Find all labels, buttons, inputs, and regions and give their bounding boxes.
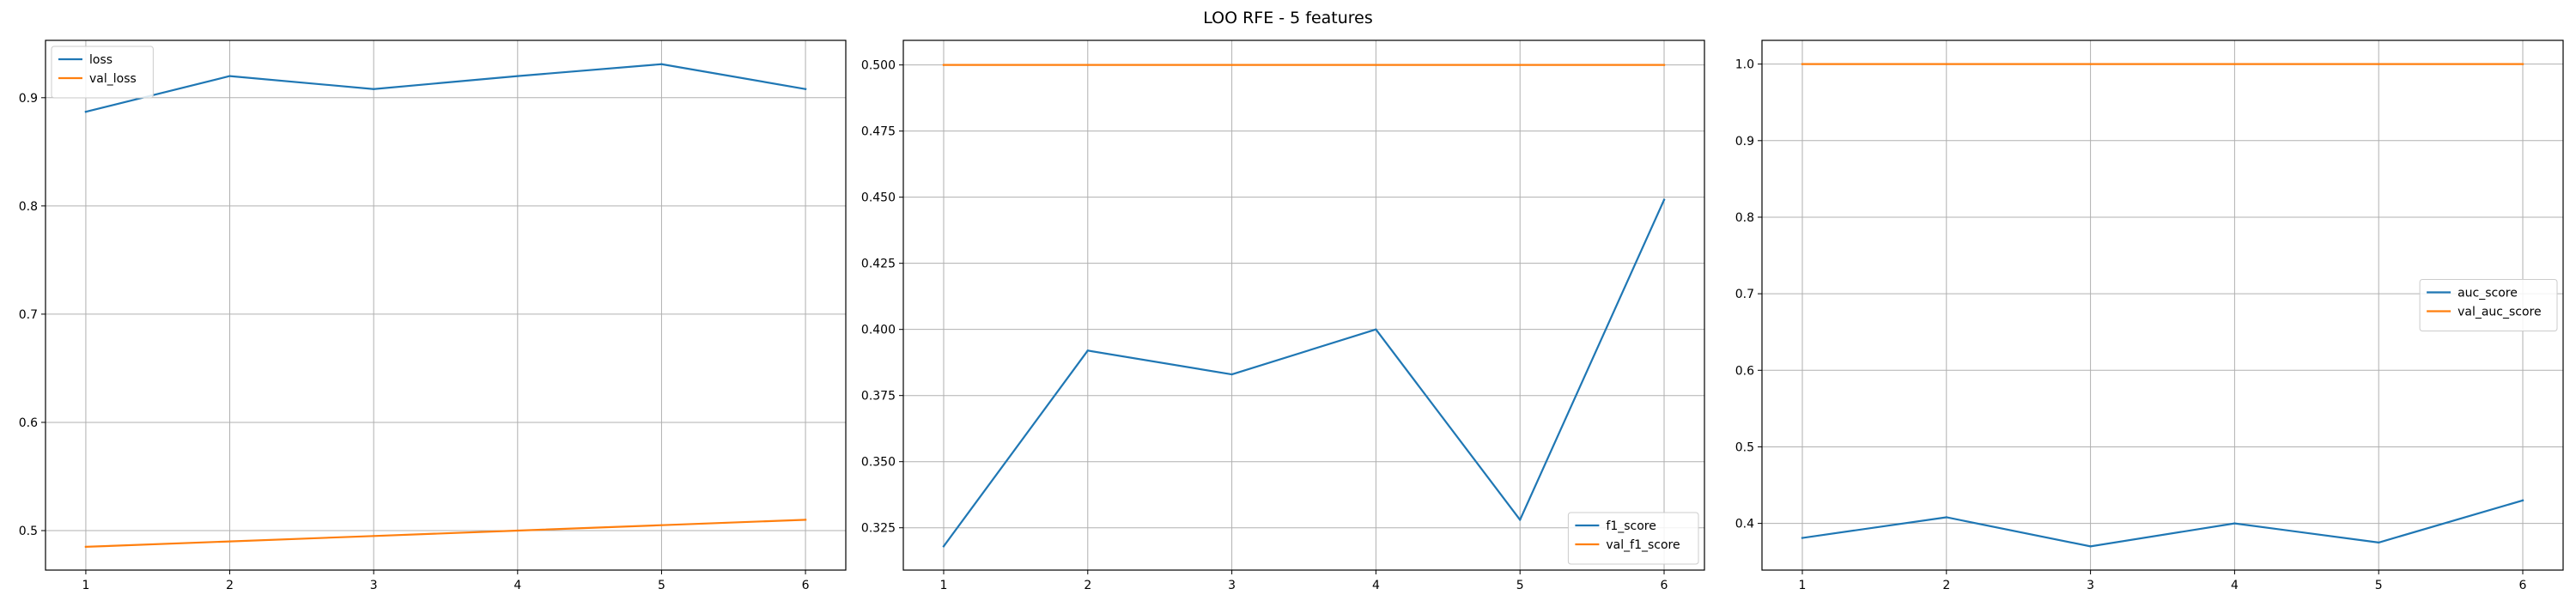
axes-frame <box>45 39 847 571</box>
data-point-f1-score <box>1375 328 1377 331</box>
legend: auc_score val_auc_score <box>2419 279 2558 331</box>
legend-label: val_f1_score <box>1606 538 1680 552</box>
series-line-auc-score <box>1801 499 2524 548</box>
data-point-val-auc-score <box>2233 63 2236 65</box>
data-point-f1-score <box>1519 519 1522 521</box>
data-point-val-f1-score <box>942 64 945 66</box>
y-tick-label: 1.0 <box>1735 58 1754 72</box>
data-point-val-f1-score <box>1375 64 1377 66</box>
y-tick-label: 0.375 <box>861 390 896 404</box>
x-tick-label: 6 <box>2519 579 2527 592</box>
x-tick-label: 6 <box>802 579 810 592</box>
legend-label: val_auc_score <box>2458 306 2542 319</box>
y-tick-label: 0.7 <box>1735 288 1754 301</box>
data-point-auc-score <box>1801 537 1804 539</box>
x-tick-label: 4 <box>2231 579 2239 592</box>
x-tick-label: 1 <box>940 579 948 592</box>
legend: loss val_loss <box>51 46 154 99</box>
x-tick-label: 6 <box>1661 579 1668 592</box>
data-point-val-f1-score <box>1519 64 1522 66</box>
data-point-auc-score <box>1945 516 1947 519</box>
data-point-auc-score <box>2521 499 2524 502</box>
y-tick-label: 0.5 <box>19 525 38 538</box>
data-point-f1-score <box>1662 198 1666 201</box>
legend-box <box>2419 279 2558 331</box>
y-tick-label: 0.9 <box>19 92 38 106</box>
x-tick-label: 3 <box>2087 579 2094 592</box>
x-tick-label: 1 <box>1799 579 1807 592</box>
y-tick-label: 0.6 <box>1735 364 1754 378</box>
data-point-val-auc-score <box>2378 63 2380 65</box>
data-point-val-loss <box>660 524 663 526</box>
x-tick-label: 3 <box>1228 579 1236 592</box>
x-tick-label: 2 <box>226 579 234 592</box>
y-tick-label: 0.400 <box>861 324 896 337</box>
y-tick-label: 0.325 <box>861 522 896 536</box>
data-point-val-f1-score <box>1230 64 1233 66</box>
data-point-loss <box>804 88 807 90</box>
y-tick-label: 0.475 <box>861 125 896 139</box>
data-point-loss <box>228 75 231 77</box>
data-point-loss <box>372 88 375 90</box>
auc-score-subplot: 1 2 3 4 5 6 0.4 0.5 0.6 0.7 0.8 0.9 1.0 auc_score val_… <box>1735 39 2564 592</box>
loss-subplot: 1 2 3 4 5 6 0.5 0.6 0.7 0.8 0.9 loss val_loss <box>19 39 847 592</box>
y-tick-label: 0.4 <box>1735 518 1754 531</box>
x-tick-label: 1 <box>82 579 89 592</box>
legend-label: val_loss <box>89 72 137 86</box>
legend-box <box>1567 512 1699 565</box>
legend-label: auc_score <box>2458 287 2518 300</box>
y-tick-label: 0.7 <box>19 308 38 322</box>
legend-label: f1_score <box>1606 519 1656 533</box>
data-point-val-loss <box>228 540 231 543</box>
figure-title: LOO RFE - 5 features <box>1203 9 1373 27</box>
y-tick-label: 0.9 <box>1735 135 1754 149</box>
series-line-val-loss <box>84 519 807 549</box>
x-tick-label: 2 <box>1942 579 1950 592</box>
data-point-val-f1-score <box>1662 64 1666 66</box>
data-point-val-auc-score <box>1945 63 1947 65</box>
axes-frame <box>902 39 1705 571</box>
x-tick-label: 5 <box>2375 579 2383 592</box>
series-line-loss <box>84 63 807 113</box>
data-point-val-auc-score <box>2521 63 2524 65</box>
data-point-f1-score <box>1086 349 1089 352</box>
data-point-val-loss <box>516 529 519 532</box>
data-point-loss <box>660 63 663 65</box>
data-point-auc-score <box>2089 545 2092 548</box>
legend-label: loss <box>89 53 112 67</box>
legend: f1_score val_f1_score <box>1567 512 1699 565</box>
y-tick-label: 0.350 <box>861 456 896 470</box>
y-tick-label: 0.450 <box>861 191 896 205</box>
data-point-f1-score <box>1230 373 1233 376</box>
data-point-val-loss <box>804 519 807 521</box>
x-tick-label: 4 <box>513 579 521 592</box>
data-point-f1-score <box>942 545 945 548</box>
data-point-val-auc-score <box>2089 63 2092 65</box>
y-tick-label: 0.425 <box>861 258 896 271</box>
x-tick-label: 3 <box>370 579 378 592</box>
data-point-val-loss <box>84 545 88 549</box>
y-tick-label: 0.8 <box>1735 211 1754 225</box>
y-tick-label: 0.6 <box>19 416 38 430</box>
data-point-val-f1-score <box>1086 64 1089 66</box>
y-tick-label: 0.5 <box>1735 440 1754 454</box>
series-line-f1-score <box>942 198 1666 548</box>
x-tick-label: 4 <box>1372 579 1380 592</box>
data-point-auc-score <box>2378 541 2380 544</box>
axes-frame <box>1761 39 2564 571</box>
f1-score-subplot: 1 2 3 4 5 6 0.325 0.350 0.375 0.400 0.425 0.450 0.47… <box>861 39 1705 592</box>
y-tick-label: 0.8 <box>19 200 38 214</box>
data-point-loss <box>516 75 519 77</box>
x-tick-label: 5 <box>1516 579 1524 592</box>
y-tick-label: 0.500 <box>861 59 896 73</box>
data-point-val-loss <box>372 535 375 537</box>
data-point-val-auc-score <box>1801 63 1804 65</box>
data-point-auc-score <box>2233 522 2236 525</box>
data-point-loss <box>84 110 88 113</box>
x-tick-label: 2 <box>1084 579 1091 592</box>
x-tick-label: 5 <box>658 579 665 592</box>
